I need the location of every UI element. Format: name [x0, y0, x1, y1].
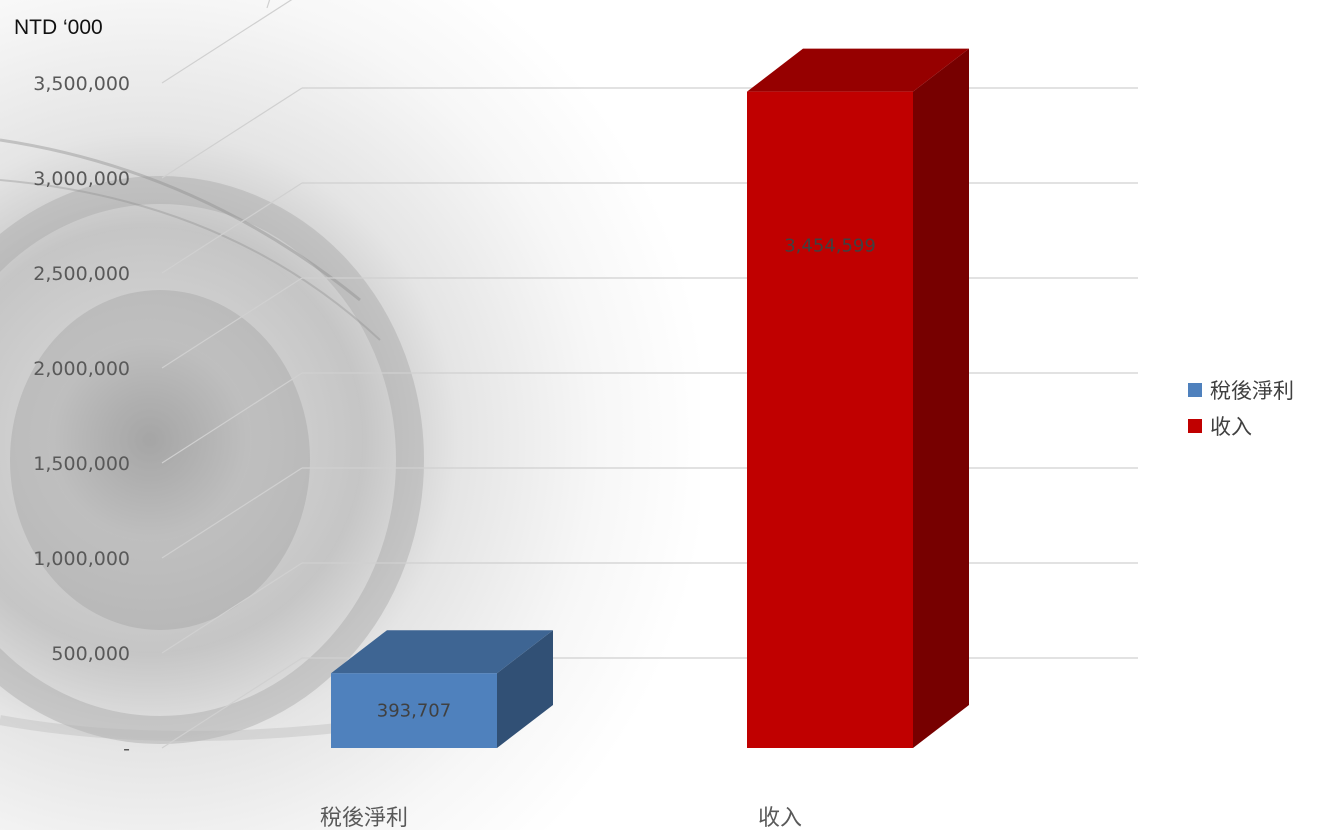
x-axis: 稅後淨利 收入 [320, 806, 802, 830]
legend-label-net-income: 稅後淨利 [1210, 379, 1294, 403]
y-axis: - 500,000 1,000,000 1,500,000 2,000,000 2,500… [33, 73, 130, 760]
y-tick-label: 500,000 [51, 643, 130, 665]
bar-1: 393,707 [331, 630, 553, 748]
bar-front-face [747, 91, 913, 748]
gridline-depth [161, 657, 303, 749]
gridlines [161, 0, 1138, 749]
y-tick-label: 3,500,000 [33, 73, 130, 95]
gridline-depth [161, 87, 303, 179]
bar-front-face [331, 673, 497, 748]
legend-swatch-revenue [1188, 419, 1202, 433]
x-category-label: 稅後淨利 [320, 806, 408, 830]
bar-top-face [331, 630, 553, 674]
bar-top-face [747, 48, 969, 92]
gridline-depth [161, 372, 303, 464]
gridline-depth [161, 0, 293, 84]
bar-side-face [913, 48, 969, 748]
x-category-label: 收入 [758, 806, 802, 830]
y-tick-label: 2,000,000 [33, 358, 130, 380]
y-tick-label: 2,500,000 [33, 263, 130, 285]
gridline-depth [161, 562, 303, 654]
y-tick-label: 1,500,000 [33, 453, 130, 475]
gridline-depth [161, 277, 303, 369]
y-tick-label: 3,000,000 [33, 168, 130, 190]
data-label: 3,454,599 [784, 236, 876, 257]
gridline-depth [161, 182, 303, 274]
legend-item-net-income: 稅後淨利 [1188, 372, 1294, 408]
bars: 393,707 3,454,599 [331, 48, 969, 748]
gridline-depth [161, 467, 303, 559]
legend: 稅後淨利 收入 [1188, 372, 1294, 444]
unit-label: NTD ‘000 [14, 16, 103, 39]
bar-side-face [497, 630, 553, 748]
data-label: 393,707 [377, 701, 451, 722]
bar-2: 3,454,599 [747, 48, 969, 748]
legend-swatch-net-income [1188, 383, 1202, 397]
y-tick-label: 1,000,000 [33, 548, 130, 570]
legend-label-revenue: 收入 [1210, 415, 1252, 439]
legend-item-revenue: 收入 [1188, 408, 1294, 444]
y-tick-label: - [123, 738, 130, 760]
